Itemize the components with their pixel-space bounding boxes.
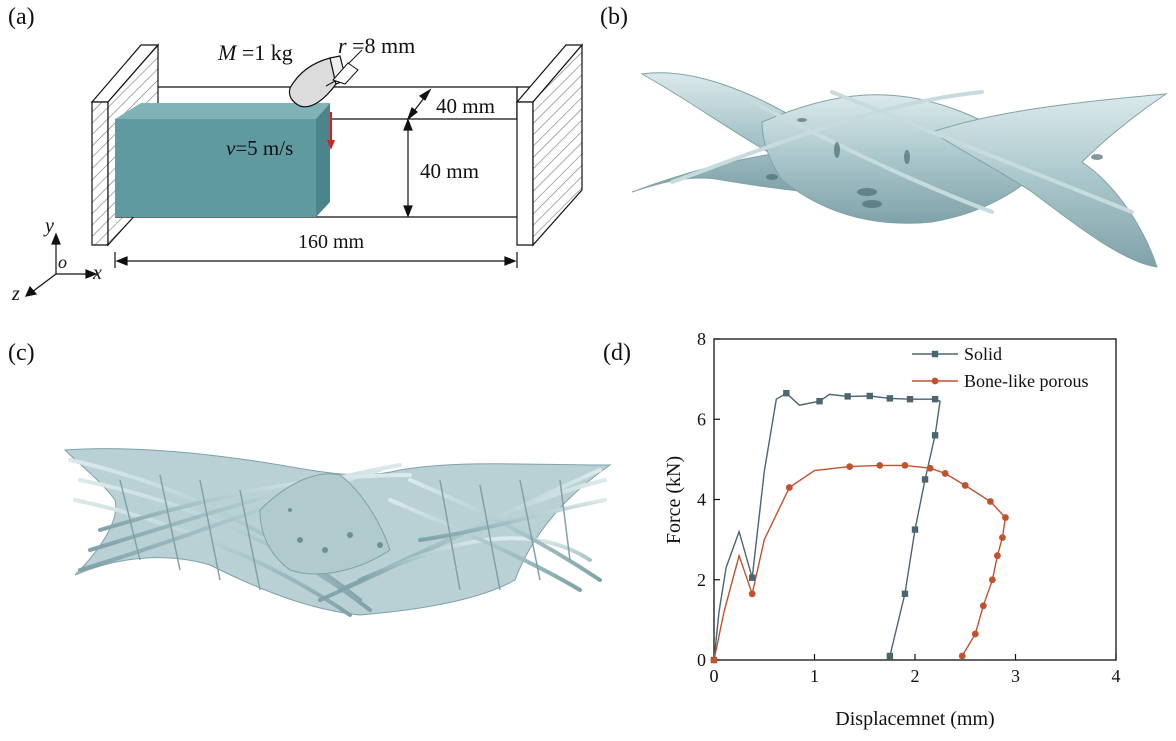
x-tick-label: 0	[710, 666, 719, 686]
velocity-label: v=5 m/s	[226, 136, 293, 160]
series-marker-1	[971, 630, 979, 638]
impactor-icon	[288, 49, 363, 108]
coordinate-axes	[24, 232, 98, 297]
right-clamp-wall	[515, 43, 584, 247]
panel-a-label: (a)	[8, 4, 35, 30]
length-dimension	[114, 252, 518, 268]
beam-block	[115, 103, 330, 217]
axis-o-label: o	[58, 252, 67, 272]
legend-marker-0	[931, 350, 939, 358]
series-marker-1	[958, 652, 966, 660]
mass-label: M =1 kg	[217, 40, 293, 65]
series-marker-1	[876, 461, 884, 469]
series-marker-0	[921, 476, 929, 483]
series-marker-1	[1002, 514, 1009, 521]
series-marker-1	[988, 576, 996, 584]
depth-dimension	[406, 88, 432, 121]
series-marker-1	[961, 482, 969, 489]
y-tick-label: 2	[697, 570, 706, 590]
series-marker-1	[710, 656, 718, 664]
legend-label-1: Bone-like porous	[964, 371, 1088, 391]
legend-marker-1	[931, 377, 939, 385]
length-dimension-label: 160 mm	[298, 231, 365, 253]
series-marker-0	[931, 432, 939, 439]
series-marker-1	[999, 534, 1006, 542]
series-marker-1	[979, 602, 987, 610]
porous-beam-deformed-model	[63, 448, 612, 617]
x-tick-label: 1	[810, 666, 819, 686]
legend-label-0: Solid	[964, 344, 1002, 364]
axis-x-label: x	[92, 262, 102, 284]
series-marker-0	[783, 389, 790, 397]
y-tick-label: 4	[697, 490, 706, 510]
series-marker-0	[886, 395, 894, 402]
series-marker-0	[886, 652, 894, 660]
depth-dimension-label: 40 mm	[436, 94, 495, 118]
y-tick-label: 8	[697, 329, 706, 349]
series-marker-1	[941, 470, 949, 477]
series-marker-1	[846, 463, 854, 470]
series-line-1	[713, 464, 1007, 661]
series-marker-1	[986, 498, 994, 505]
series-marker-0	[911, 526, 919, 533]
series-marker-0	[901, 590, 909, 597]
series-marker-1	[901, 461, 909, 469]
series-marker-0	[931, 395, 939, 403]
series-marker-0	[866, 392, 873, 400]
x-tick-label: 4	[1112, 666, 1121, 686]
y-axis-label: Force (kN)	[663, 456, 685, 544]
series-marker-0	[844, 393, 851, 400]
panel-d-label: (d)	[603, 340, 631, 366]
y-tick-label: 6	[697, 409, 706, 429]
radius-label: r =8 mm	[338, 33, 415, 58]
series-marker-1	[994, 552, 1001, 560]
axis-z-label: z	[11, 283, 20, 305]
panel-c-label: (c)	[8, 340, 35, 366]
series-marker-1	[785, 484, 793, 491]
impact-velocity-arrow	[327, 112, 335, 150]
y-tick-label: 0	[697, 650, 706, 670]
x-tick-label: 3	[1011, 666, 1020, 686]
series-line-0	[713, 392, 941, 661]
panel-b-label: (b)	[600, 4, 628, 30]
series-marker-0	[748, 574, 756, 581]
series-marker-1	[926, 464, 934, 472]
series-marker-0	[816, 397, 823, 405]
axis-y-label: y	[43, 215, 54, 237]
series-marker-1	[748, 590, 756, 598]
height-dimension	[403, 118, 413, 218]
x-axis-label: Displacemnet (mm)	[835, 708, 994, 730]
x-tick-label: 2	[911, 666, 920, 686]
force-displacement-chart: 0 1 2 3 4 0 2 4 6 8 Solid Bone-like porous Displa…	[663, 329, 1121, 730]
height-dimension-label: 40 mm	[420, 159, 479, 183]
solid-beam-deformed-model	[631, 72, 1168, 268]
impact-schematic: M =1 kg r =8 mm v=5 m/s 40 mm 40 mm 160 …	[11, 33, 584, 305]
series-marker-0	[906, 395, 914, 403]
